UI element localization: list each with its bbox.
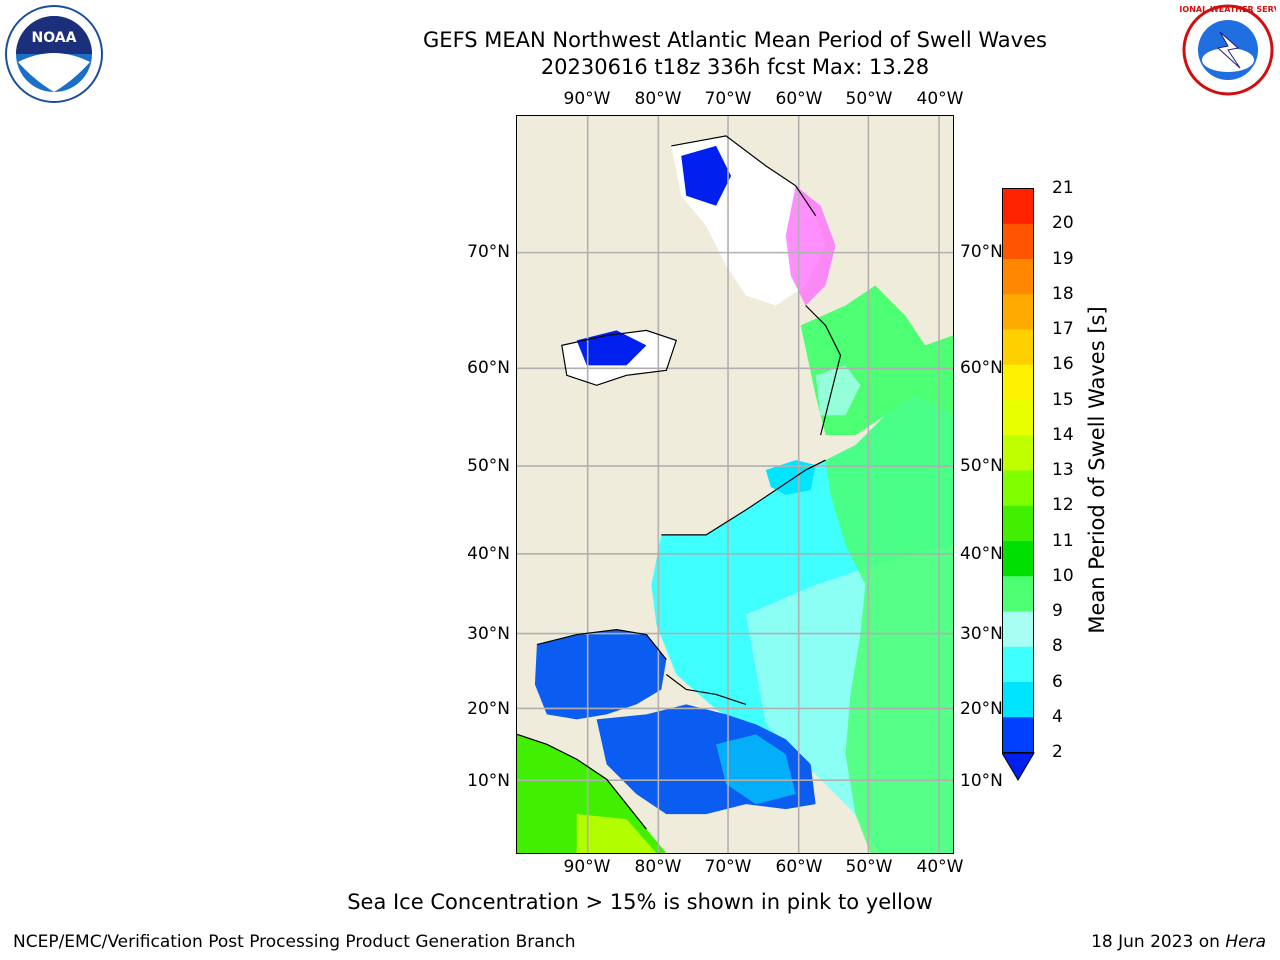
sea-ice-note: Sea Ice Concentration > 15% is shown in … <box>347 890 933 914</box>
colorbar-segment <box>1002 434 1034 471</box>
lon-label-bottom: 60°W <box>775 857 823 877</box>
noaa-logo-text: NOAA <box>32 30 77 46</box>
footer-date-text: 18 Jun 2023 on <box>1091 932 1226 952</box>
colorbar-tick-label: 11 <box>1052 530 1074 551</box>
lon-label-top: 60°W <box>775 89 823 109</box>
lon-label-top: 50°W <box>845 89 893 109</box>
lon-label-bottom: 40°W <box>916 857 964 877</box>
baffin-bay-blue <box>681 145 732 206</box>
colorbar-segment <box>1002 399 1034 436</box>
lon-label-top: 90°W <box>563 89 611 109</box>
lon-label-bottom: 50°W <box>845 857 893 877</box>
colorbar-tick-label: 2 <box>1052 742 1063 762</box>
hudson-bay-ice <box>576 330 647 366</box>
colorbar-tick-label: 10 <box>1052 565 1074 586</box>
colorbar-segment <box>1002 470 1034 506</box>
colorbar-segment <box>1002 364 1034 400</box>
lat-label-left: 50°N <box>467 456 510 476</box>
lon-label-bottom: 70°W <box>704 857 752 877</box>
coastlines <box>517 135 842 830</box>
gulf-st-lawrence <box>765 460 816 495</box>
colorbar-tick-label: 13 <box>1052 460 1074 480</box>
lat-label-left: 60°N <box>467 358 510 378</box>
lat-label-right: 20°N <box>960 699 1003 719</box>
lat-label-right: 10°N <box>960 771 1003 791</box>
lon-label-top: 70°W <box>704 89 752 109</box>
lat-label-left: 40°N <box>467 544 510 564</box>
colorbar <box>1002 188 1035 781</box>
colorbar-segment <box>1002 329 1034 365</box>
colorbar-tick-label: 16 <box>1052 354 1074 375</box>
colorbar-segment <box>1002 611 1034 647</box>
nws-logo-text: NATIONAL WEATHER SERVICE <box>1180 5 1276 14</box>
ocean-swell-9-10 <box>825 355 953 853</box>
colorbar-segment <box>1002 681 1034 718</box>
colorbar-segment <box>1002 716 1034 753</box>
colorbar-label: Mean Period of Swell Waves [s] <box>1085 306 1109 634</box>
map-panel <box>516 115 954 854</box>
noaa-logo: NOAA <box>5 5 103 103</box>
colorbar-tick-label: 14 <box>1052 424 1074 445</box>
colorbar-segment <box>1002 258 1034 295</box>
lat-label-right: 40°N <box>960 544 1003 564</box>
lat-label-right: 30°N <box>960 624 1003 644</box>
colorbar-segment <box>1002 540 1034 577</box>
chart-title: GEFS MEAN Northwest Atlantic Mean Period… <box>423 28 1047 52</box>
colorbar-tick-label: 12 <box>1052 495 1074 516</box>
lon-label-top: 80°W <box>634 89 682 109</box>
lat-label-left: 20°N <box>467 699 510 719</box>
colorbar-frame <box>1002 188 1034 753</box>
footer-credit: NCEP/EMC/Verification Post Processing Pr… <box>13 932 576 952</box>
chart-subtitle: 20230616 t18z 336h fcst Max: 13.28 <box>540 55 930 79</box>
lat-label-right: 50°N <box>960 456 1003 476</box>
colorbar-tick-label: 4 <box>1052 706 1063 727</box>
colorbar-segment <box>1002 188 1034 224</box>
lat-label-left: 30°N <box>467 624 510 644</box>
colorbar-under-triangle <box>1002 752 1035 781</box>
lat-label-right: 60°N <box>960 358 1003 378</box>
footer-date: 18 Jun 2023 on Hera <box>1091 932 1266 952</box>
colorbar-tick-label: 19 <box>1052 248 1074 269</box>
lat-label-left: 70°N <box>467 242 510 262</box>
lon-label-top: 40°W <box>916 89 964 109</box>
lon-label-bottom: 80°W <box>634 857 682 877</box>
lat-label-left: 10°N <box>467 771 510 791</box>
lon-label-bottom: 90°W <box>563 857 611 877</box>
colorbar-tick-label: 8 <box>1052 636 1063 657</box>
nws-logo: NATIONAL WEATHER SERVICE <box>1180 4 1276 96</box>
colorbar-segment <box>1002 223 1034 259</box>
colorbar-segment <box>1002 293 1034 330</box>
lat-label-right: 70°N <box>960 242 1003 262</box>
colorbar-tick-label: 6 <box>1052 671 1063 692</box>
colorbar-segment <box>1002 575 1034 612</box>
colorbar-tick-label: 15 <box>1052 389 1074 410</box>
colorbar-tick-label: 17 <box>1052 319 1074 339</box>
colorbar-segment <box>1002 505 1034 541</box>
colorbar-tick-label: 20 <box>1052 213 1074 234</box>
colorbar-segment <box>1002 646 1034 682</box>
colorbar-tick-label: 18 <box>1052 283 1074 304</box>
footer-host: Hera <box>1225 932 1266 952</box>
gridlines <box>517 116 953 853</box>
colorbar-tick-label: 21 <box>1052 178 1074 198</box>
gulf-of-mexico <box>534 629 667 720</box>
colorbar-tick-label: 9 <box>1052 601 1063 621</box>
